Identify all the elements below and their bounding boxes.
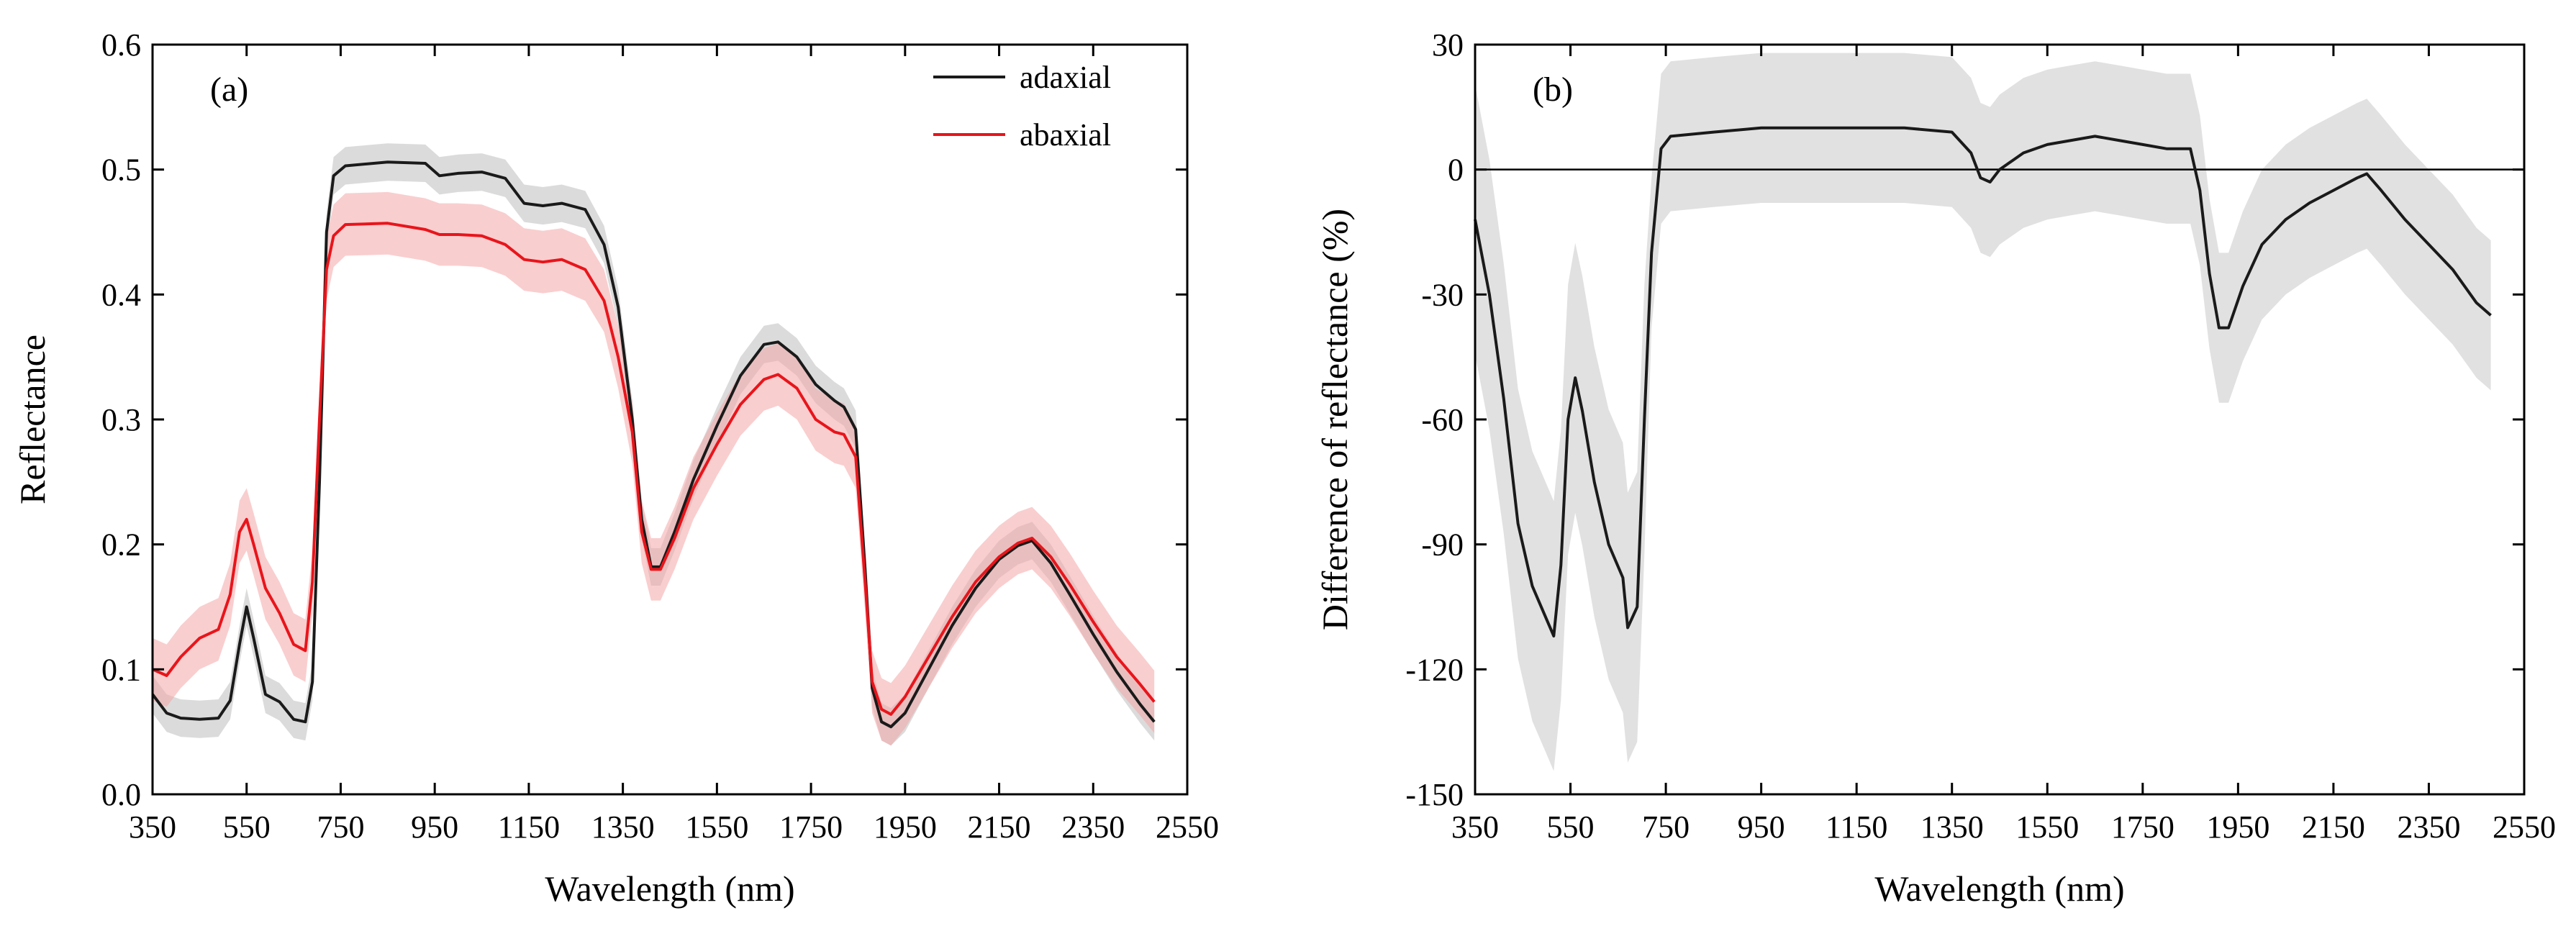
x-tick-label: 1950 bbox=[874, 809, 937, 845]
panel-b-y-ticks: 30 0 -30 -60 -90 -120 -150 bbox=[1405, 27, 2524, 812]
x-tick-label: 2550 bbox=[1156, 809, 1219, 845]
x-tick-label: 1750 bbox=[779, 809, 843, 845]
panel-b-series-lines bbox=[1474, 126, 2492, 637]
panel-a-y-axis-title: Reflectance bbox=[12, 335, 53, 504]
x-tick-label: 2350 bbox=[2397, 809, 2460, 845]
legend-label-adaxial: adaxial bbox=[1020, 60, 1111, 95]
x-tick-label: 950 bbox=[1738, 809, 1785, 845]
panel-a-y-ticks: 0.0 0.1 0.2 0.3 0.4 0.5 0.6 bbox=[101, 27, 1187, 812]
x-tick-label: 1550 bbox=[2015, 809, 2079, 845]
y-tick-label: -60 bbox=[1421, 402, 1464, 437]
panel-a-confidence-bands bbox=[153, 143, 1155, 746]
x-tick-label: 2150 bbox=[968, 809, 1031, 845]
legend-label-abaxial: abaxial bbox=[1020, 117, 1111, 153]
y-tick-label: -30 bbox=[1421, 277, 1464, 312]
x-tick-label: 350 bbox=[1451, 809, 1499, 845]
panel-a-reflectance: 350 550 750 950 1150 1350 1550 1750 1950 2150 2350… bbox=[12, 27, 1219, 909]
line-abaxial bbox=[152, 222, 1156, 716]
panel-b-label: (b) bbox=[1533, 71, 1573, 109]
panel-a-legend: adaxial abaxial bbox=[933, 60, 1111, 153]
y-tick-label: 0.6 bbox=[101, 27, 141, 63]
x-tick-label: 350 bbox=[129, 809, 176, 845]
y-tick-label: 0 bbox=[1448, 153, 1464, 188]
x-tick-label: 1550 bbox=[685, 809, 748, 845]
y-tick-label: 30 bbox=[1432, 27, 1464, 63]
y-tick-label: -90 bbox=[1421, 527, 1464, 563]
y-tick-label: 0.4 bbox=[101, 277, 141, 312]
y-tick-label: -120 bbox=[1405, 652, 1464, 687]
x-tick-label: 750 bbox=[317, 809, 364, 845]
x-tick-label: 2350 bbox=[1061, 809, 1125, 845]
x-tick-label: 2550 bbox=[2493, 809, 2556, 845]
panel-a-series-lines bbox=[151, 160, 1156, 729]
line-difference bbox=[1474, 126, 2492, 637]
panel-a-x-ticks: 350 550 750 950 1150 1350 1550 1750 1950 2150 2350… bbox=[129, 45, 1219, 845]
x-tick-label: 750 bbox=[1642, 809, 1690, 845]
x-tick-label: 1150 bbox=[1826, 809, 1887, 845]
y-tick-label: 0.2 bbox=[101, 527, 141, 563]
band-difference bbox=[1475, 53, 2491, 771]
y-tick-label: 0.0 bbox=[101, 777, 141, 812]
x-tick-label: 1750 bbox=[2111, 809, 2174, 845]
panel-b-x-axis-title: Wavelength (nm) bbox=[1874, 868, 2124, 909]
x-tick-label: 550 bbox=[223, 809, 271, 845]
x-tick-label: 550 bbox=[1547, 809, 1595, 845]
y-tick-label: 0.3 bbox=[101, 402, 141, 437]
x-tick-label: 1350 bbox=[591, 809, 655, 845]
panel-a-label: (a) bbox=[210, 71, 248, 109]
panel-b-confidence-bands bbox=[1475, 53, 2491, 771]
panel-a-x-axis-title: Wavelength (nm) bbox=[545, 868, 794, 909]
y-tick-label: 0.5 bbox=[101, 153, 141, 188]
panel-a-plot-frame bbox=[151, 43, 1189, 796]
panel-b-difference: 350 550 750 950 1150 1350 1550 1750 1950 2150 2350… bbox=[1315, 27, 2556, 909]
panel-b-y-axis-title: Difference of reflectance (%) bbox=[1315, 209, 1355, 630]
y-tick-label: 0.1 bbox=[101, 652, 141, 687]
panel-b-x-ticks: 350 550 750 950 1150 1350 1550 1750 1950 2150 2350… bbox=[1451, 45, 2556, 845]
x-tick-label: 2150 bbox=[2302, 809, 2365, 845]
y-tick-label: -150 bbox=[1405, 777, 1464, 812]
x-tick-label: 1950 bbox=[2206, 809, 2269, 845]
band-abaxial bbox=[153, 191, 1155, 746]
x-tick-label: 950 bbox=[411, 809, 458, 845]
x-tick-label: 1350 bbox=[1920, 809, 1984, 845]
x-tick-label: 1150 bbox=[498, 809, 560, 845]
